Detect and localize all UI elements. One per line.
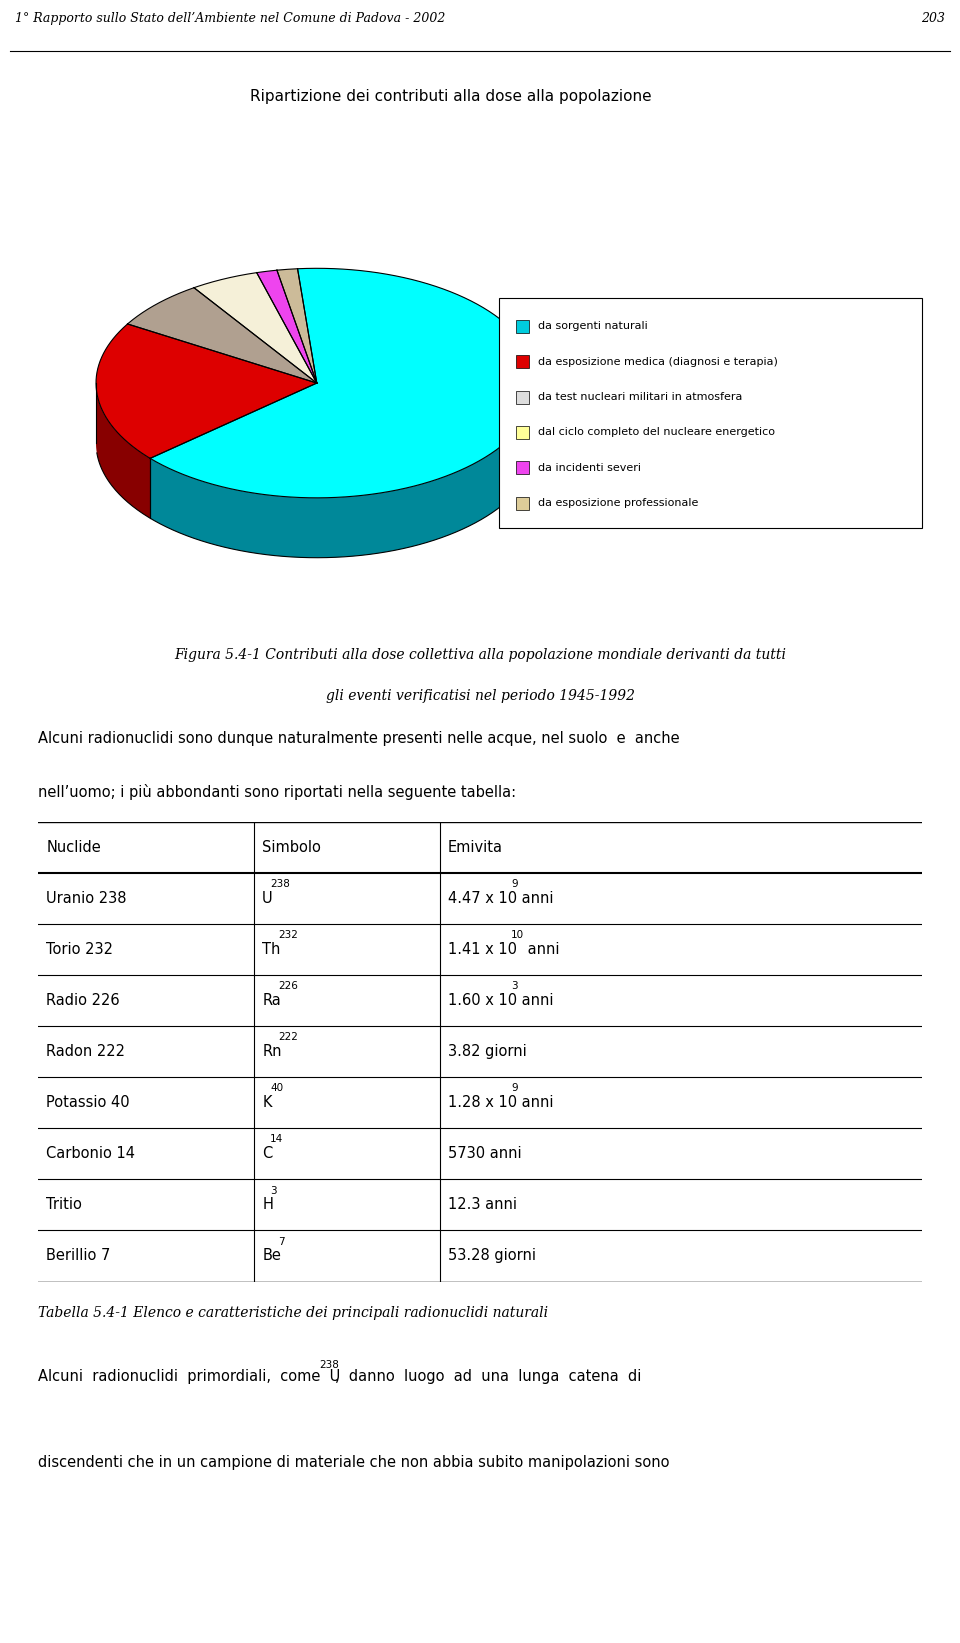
Text: Carbonio 14: Carbonio 14: [46, 1147, 135, 1162]
Text: 10: 10: [511, 930, 524, 940]
Text: 1.28 x 10: 1.28 x 10: [448, 1096, 517, 1111]
Text: anni: anni: [517, 992, 554, 1007]
Text: 4.47 x 10: 4.47 x 10: [448, 891, 517, 905]
Text: ,  danno  luogo  ad  una  lunga  catena  di: , danno luogo ad una lunga catena di: [335, 1369, 642, 1385]
Bar: [516, 320, 529, 334]
Text: 9: 9: [511, 879, 517, 889]
Text: Torio 232: Torio 232: [46, 941, 113, 956]
Text: 3: 3: [270, 1186, 276, 1196]
Text: Berillio 7: Berillio 7: [46, 1249, 110, 1263]
Text: 3: 3: [511, 981, 517, 991]
Text: da sorgenti naturali: da sorgenti naturali: [538, 322, 647, 332]
Text: nell’uomo; i più abbondanti sono riportati nella seguente tabella:: nell’uomo; i più abbondanti sono riporta…: [38, 784, 516, 800]
Text: Be: Be: [262, 1249, 281, 1263]
Text: 226: 226: [277, 981, 298, 991]
Text: gli eventi verificatisi nel periodo 1945-1992: gli eventi verificatisi nel periodo 1945…: [325, 688, 635, 703]
Text: H: H: [262, 1198, 273, 1213]
Polygon shape: [194, 273, 317, 383]
Text: Potassio 40: Potassio 40: [46, 1096, 130, 1111]
Bar: [516, 462, 529, 475]
Text: Tritio: Tritio: [46, 1198, 83, 1213]
Bar: [516, 355, 529, 368]
Text: anni: anni: [523, 941, 560, 956]
Text: Emivita: Emivita: [448, 840, 503, 854]
Polygon shape: [150, 268, 538, 498]
Text: Uranio 238: Uranio 238: [46, 891, 127, 905]
Text: 1° Rapporto sullo Stato dell’Ambiente nel Comune di Padova - 2002: 1° Rapporto sullo Stato dell’Ambiente ne…: [15, 13, 445, 26]
Bar: [516, 496, 529, 509]
Polygon shape: [256, 269, 317, 383]
Text: dal ciclo completo del nucleare energetico: dal ciclo completo del nucleare energeti…: [538, 427, 775, 437]
Text: C: C: [262, 1147, 273, 1162]
Text: 238: 238: [319, 1360, 339, 1370]
Text: anni: anni: [517, 891, 554, 905]
Text: 9: 9: [511, 1083, 517, 1093]
Text: Alcuni radionuclidi sono dunque naturalmente presenti nelle acque, nel suolo  e : Alcuni radionuclidi sono dunque naturalm…: [38, 731, 680, 746]
Text: discendenti che in un campione di materiale che non abbia subito manipolazioni s: discendenti che in un campione di materi…: [38, 1456, 670, 1470]
Bar: [499, 299, 922, 527]
Text: da esposizione professionale: da esposizione professionale: [538, 498, 698, 508]
Text: 7: 7: [277, 1237, 284, 1247]
Text: K: K: [262, 1096, 272, 1111]
Text: Radon 222: Radon 222: [46, 1043, 126, 1060]
Text: 238: 238: [270, 879, 290, 889]
Text: da esposizione medica (diagnosi e terapia): da esposizione medica (diagnosi e terapi…: [538, 357, 778, 366]
Text: U: U: [262, 891, 273, 905]
Text: 5730 anni: 5730 anni: [448, 1147, 521, 1162]
Text: 1.60 x 10: 1.60 x 10: [448, 992, 517, 1007]
Text: 12.3 anni: 12.3 anni: [448, 1198, 516, 1213]
Text: da test nucleari militari in atmosfera: da test nucleari militari in atmosfera: [538, 393, 742, 403]
Bar: [516, 391, 529, 404]
Bar: [516, 426, 529, 439]
Text: 14: 14: [270, 1134, 283, 1145]
Text: Ra: Ra: [262, 992, 281, 1007]
Text: Simbolo: Simbolo: [262, 840, 321, 854]
Text: 203: 203: [921, 13, 945, 26]
Text: Ripartizione dei contributi alla dose alla popolazione: Ripartizione dei contributi alla dose al…: [251, 89, 652, 104]
Text: Figura 5.4-1 Contributi alla dose collettiva alla popolazione mondiale derivanti: Figura 5.4-1 Contributi alla dose collet…: [174, 647, 786, 662]
Text: da incidenti severi: da incidenti severi: [538, 463, 640, 473]
Text: Rn: Rn: [262, 1043, 281, 1060]
Polygon shape: [128, 288, 317, 383]
Polygon shape: [276, 269, 317, 383]
Text: 3.82 giorni: 3.82 giorni: [448, 1043, 527, 1060]
Text: Alcuni  radionuclidi  primordiali,  come  U: Alcuni radionuclidi primordiali, come U: [38, 1369, 341, 1385]
Text: 222: 222: [277, 1032, 298, 1042]
Polygon shape: [96, 324, 317, 458]
Text: Nuclide: Nuclide: [46, 840, 101, 854]
Polygon shape: [150, 384, 538, 557]
Text: Tabella 5.4-1 Elenco e caratteristiche dei principali radionuclidi naturali: Tabella 5.4-1 Elenco e caratteristiche d…: [38, 1306, 548, 1319]
Text: 53.28 giorni: 53.28 giorni: [448, 1249, 536, 1263]
Text: anni: anni: [517, 1096, 554, 1111]
Text: 232: 232: [277, 930, 298, 940]
Text: 40: 40: [270, 1083, 283, 1093]
Text: Radio 226: Radio 226: [46, 992, 120, 1007]
Text: Th: Th: [262, 941, 280, 956]
Polygon shape: [96, 383, 150, 518]
Text: 1.41 x 10: 1.41 x 10: [448, 941, 516, 956]
